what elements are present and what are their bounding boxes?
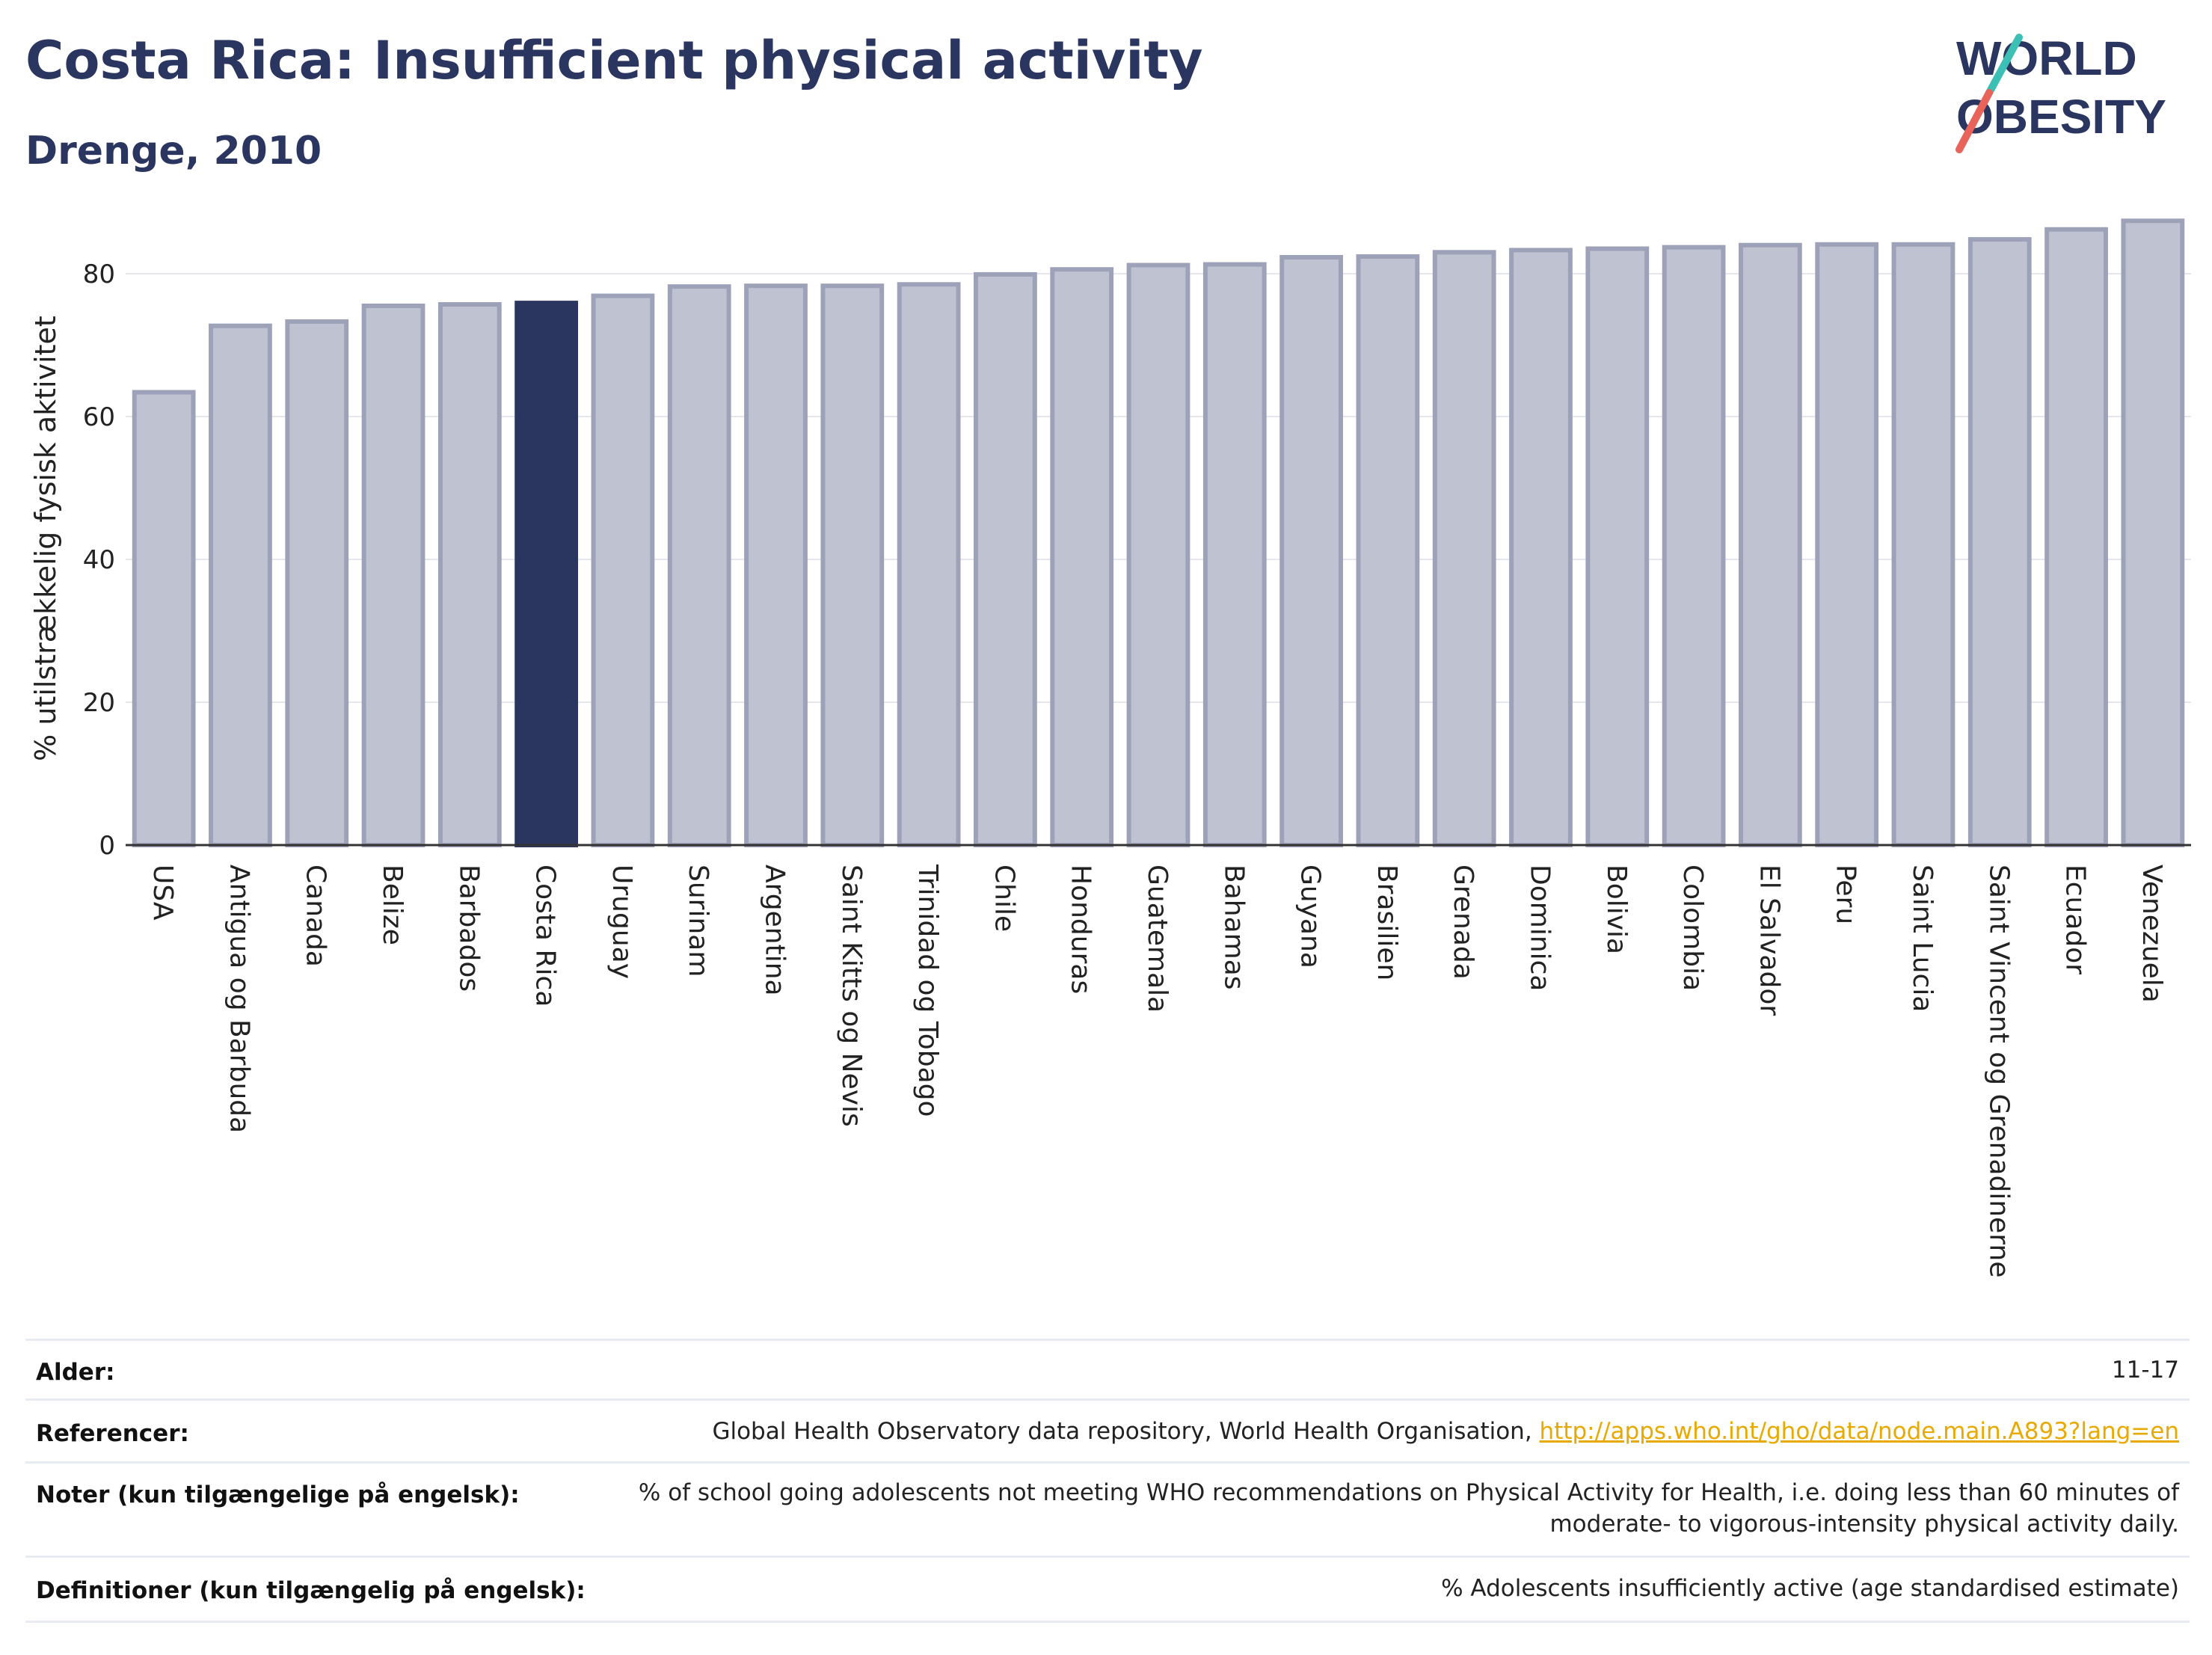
bar — [1738, 242, 1802, 847]
bar — [2121, 218, 2185, 847]
notes-label: Noter (kun tilgængelige på engelsk): — [36, 1481, 520, 1508]
references-text: Global Health Observatory data repositor… — [712, 1418, 1540, 1445]
x-tick-label: Saint Vincent og Grenadinerne — [1983, 865, 2014, 1277]
x-tick-label: Honduras — [1066, 865, 1096, 994]
x-tick-label: Saint Kitts og Nevis — [836, 865, 867, 1127]
x-tick-label: Saint Lucia — [1907, 865, 1938, 1012]
y-axis-title: % utilstrækkelig fysisk aktivitet — [29, 316, 62, 761]
bar — [437, 302, 502, 847]
bar — [514, 301, 579, 847]
bar — [974, 271, 1037, 848]
y-tick-label: 40 — [83, 545, 115, 575]
y-tick-label: 20 — [83, 688, 115, 718]
x-tick-label: Colombia — [1677, 865, 1708, 991]
x-tick-label: Antigua og Barbuda — [224, 865, 254, 1133]
y-tick-label: 80 — [83, 260, 115, 289]
bar — [132, 390, 196, 847]
bar — [1815, 242, 1879, 848]
x-tick-label: USA — [147, 865, 178, 921]
bar — [1509, 248, 1573, 847]
chart-title: Costa Rica: Insufficient physical activi… — [25, 30, 1203, 91]
definitions-value: % Adolescents insufficiently active (age… — [1441, 1575, 2179, 1602]
x-tick-label: Belize — [377, 865, 408, 945]
logo-line2: OBESITY — [1956, 90, 2166, 144]
bar — [667, 284, 731, 847]
bar — [209, 323, 272, 848]
bar — [1891, 242, 1956, 848]
x-tick-label: Guyana — [1295, 865, 1326, 968]
bar — [361, 303, 425, 848]
age-label: Alder: — [36, 1359, 115, 1386]
x-tick-label: Argentina — [760, 865, 790, 996]
x-tick-label: Barbados — [453, 865, 484, 992]
bar — [2044, 227, 2108, 847]
age-value: 11-17 — [2111, 1357, 2179, 1384]
x-tick-label: Bahamas — [1218, 865, 1249, 990]
bar — [1585, 246, 1650, 847]
x-tick-label: Grenada — [1448, 865, 1478, 980]
bar — [1279, 254, 1343, 847]
x-tick-label: Ecuador — [2060, 865, 2091, 974]
x-tick-label: Guatemala — [1142, 865, 1173, 1013]
bar — [591, 293, 655, 848]
bar — [820, 283, 885, 847]
meta-row-references: Referencer: Global Health Observatory da… — [25, 1398, 2190, 1464]
references-value: Global Health Observatory data repositor… — [712, 1416, 2179, 1447]
x-tick-label: El Salvador — [1754, 865, 1784, 1016]
bar — [744, 283, 808, 847]
meta-row-notes: Noter (kun tilgængelige på engelsk): % o… — [25, 1461, 2190, 1558]
x-tick-label: Surinam — [683, 865, 713, 977]
bar — [1967, 237, 2032, 847]
bar — [1356, 254, 1420, 848]
notes-value: % of school going adolescents not meetin… — [638, 1479, 2179, 1538]
bar — [1126, 262, 1191, 847]
x-tick-label: Canada — [301, 865, 331, 967]
bar — [1662, 245, 1726, 847]
logo-slash-bottom — [1956, 89, 1993, 153]
bar — [285, 319, 349, 847]
bar — [1432, 250, 1496, 848]
references-label: Referencer: — [36, 1420, 189, 1447]
x-tick-label: Trinidad og Tobago — [912, 864, 943, 1117]
references-link[interactable]: http://apps.who.int/gho/data/node.main.A… — [1539, 1418, 2179, 1445]
chart-subtitle: Drenge, 2010 — [25, 129, 322, 174]
logo-slash-top — [1985, 34, 2023, 96]
x-tick-label: Chile — [989, 865, 1019, 932]
x-tick-label: Venezuela — [2136, 865, 2167, 1003]
x-tick-label: Bolivia — [1601, 865, 1632, 954]
y-tick-label: 0 — [99, 831, 115, 861]
bar — [1050, 267, 1114, 847]
world-obesity-logo: WORLD OBESITY — [1956, 31, 2166, 153]
x-tick-label: Brasilien — [1371, 865, 1402, 980]
x-tick-label: Dominica — [1524, 865, 1555, 992]
x-tick-label: Uruguay — [606, 865, 637, 979]
bar — [1202, 262, 1267, 848]
logo-line1: WORLD — [1956, 31, 2137, 85]
bar-chart: 0 20 40 60 80 % utilstrækkelig fysisk aktivit… — [29, 218, 2191, 1277]
x-tick-label: Peru — [1831, 865, 1861, 924]
meta-row-age: Alder: 11-17 — [25, 1339, 2190, 1401]
bar — [897, 282, 961, 847]
y-tick-label: 60 — [83, 402, 115, 432]
definitions-label: Definitioner (kun tilgængelig på engelsk… — [36, 1577, 586, 1604]
x-tick-label: Costa Rica — [530, 865, 561, 1007]
meta-row-definitions: Definitioner (kun tilgængelig på engelsk… — [25, 1556, 2190, 1623]
